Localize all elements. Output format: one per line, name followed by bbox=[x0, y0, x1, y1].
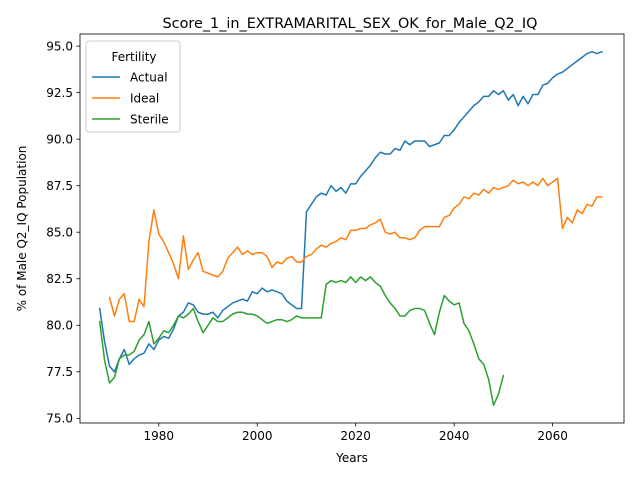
y-tick-label: 77.5 bbox=[46, 365, 73, 379]
x-tick-label: 2020 bbox=[340, 429, 371, 443]
x-tick-label: 2060 bbox=[537, 429, 568, 443]
chart-title: Score_1_in_EXTRAMARITAL_SEX_OK_for_Male_… bbox=[163, 16, 538, 32]
y-tick-label: 80.0 bbox=[46, 319, 73, 333]
y-tick-label: 92.5 bbox=[46, 86, 73, 100]
y-tick-label: 95.0 bbox=[46, 39, 73, 53]
y-axis-label: % of Male Q2_IQ Population bbox=[15, 146, 29, 312]
y-tick-label: 75.0 bbox=[46, 412, 73, 426]
legend-label-actual: Actual bbox=[130, 70, 168, 84]
x-tick-label: 1980 bbox=[143, 429, 174, 443]
x-tick-label: 2000 bbox=[242, 429, 273, 443]
legend-title: Fertility bbox=[111, 50, 156, 64]
x-tick-label: 2040 bbox=[439, 429, 470, 443]
x-axis-label: Years bbox=[335, 451, 368, 465]
y-tick-label: 87.5 bbox=[46, 179, 73, 193]
y-tick-label: 90.0 bbox=[46, 132, 73, 146]
legend-label-ideal: Ideal bbox=[130, 91, 159, 105]
legend-label-sterile: Sterile bbox=[130, 112, 169, 126]
legend: Fertility Actual Ideal Sterile bbox=[86, 41, 180, 132]
y-tick-label: 82.5 bbox=[46, 272, 73, 286]
y-tick-label: 85.0 bbox=[46, 226, 73, 240]
